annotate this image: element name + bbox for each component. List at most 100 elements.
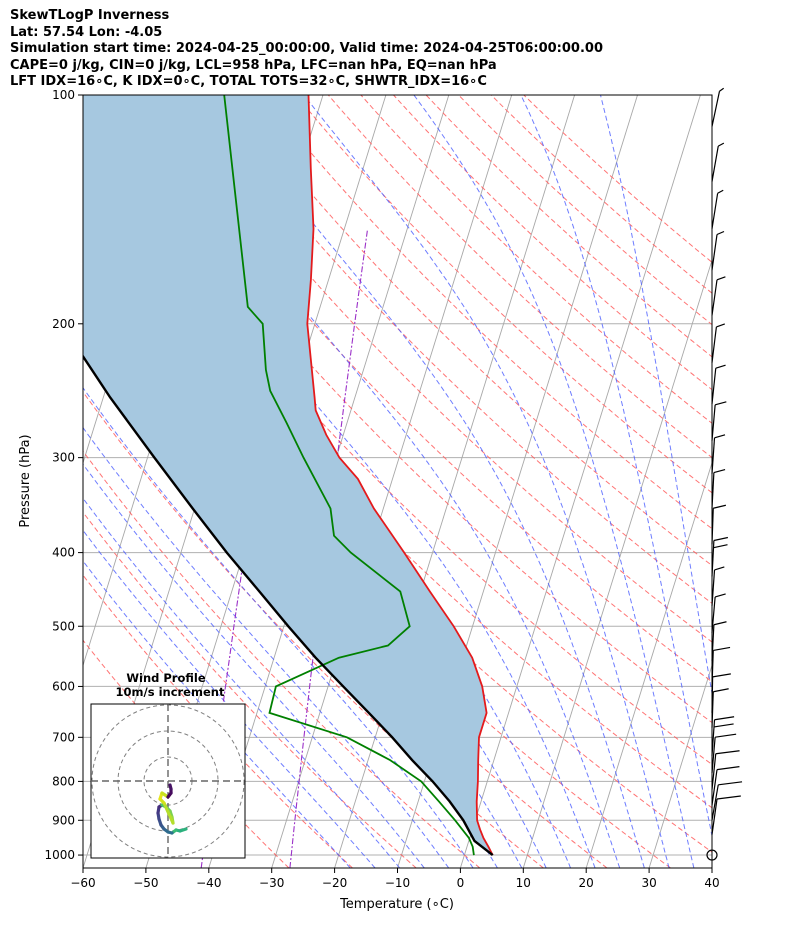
wind-barb-staff <box>711 719 716 756</box>
hodograph-trace-segment <box>168 783 173 791</box>
dry-adiabat <box>295 95 712 494</box>
wind-barb-flag <box>714 401 727 406</box>
moist-adiabat <box>83 497 401 868</box>
wind-barb-staff <box>711 472 715 509</box>
x-tick-label: 40 <box>704 876 719 890</box>
wind-barb-flag <box>716 230 725 236</box>
isotherm-line <box>522 258 712 868</box>
hodograph-inset: Wind Profile 10m/s increment <box>90 671 246 859</box>
x-tick-label: −50 <box>133 876 158 890</box>
wind-barb-flag <box>716 276 726 281</box>
moist-adiabat <box>140 95 621 868</box>
x-tick-label: −40 <box>196 876 221 890</box>
wind-barb-staff <box>711 798 718 835</box>
dry-adiabat <box>360 95 712 424</box>
station-coordinates: Lat: 57.54 Lon: -4.05 <box>10 24 163 40</box>
wind-barb-flag <box>716 795 741 800</box>
wind-barb-flag <box>713 468 726 474</box>
wind-barb-flag <box>713 536 729 542</box>
wind-barb-flag <box>714 566 725 571</box>
wind-barb-flag <box>718 781 743 786</box>
wind-barb-flag <box>719 87 725 92</box>
y-tick-label: 1000 <box>44 848 75 862</box>
isotherm-line <box>459 95 701 868</box>
wind-barb-flag <box>713 504 726 509</box>
temperature-line <box>306 95 494 856</box>
y-tick-label: 400 <box>52 546 75 560</box>
isotherm-line <box>0 95 9 868</box>
y-tick-label: 300 <box>52 451 75 465</box>
wind-barb-flag <box>717 189 724 194</box>
dry-adiabat <box>425 95 712 358</box>
wind-barb-staff <box>711 193 719 229</box>
x-tick-label: −30 <box>259 876 284 890</box>
wind-barb-flag <box>714 593 726 598</box>
wind-barb-flag <box>714 716 735 721</box>
wind-barb-flag <box>714 434 726 439</box>
moist-adiabat <box>212 95 645 868</box>
wind-barb-flag <box>715 750 740 755</box>
wind-barb-flag <box>717 142 725 147</box>
y-tick-label: 100 <box>52 88 75 102</box>
moist-adiabat <box>600 95 712 697</box>
hodograph-subtitle: 10m/s increment <box>116 685 225 699</box>
wind-barb-staff <box>711 404 716 441</box>
wind-barb-staff <box>711 234 718 271</box>
dry-adiabat <box>523 95 712 263</box>
wind-barb-staff <box>711 753 717 790</box>
station-title: SkewTLogP Inverness <box>10 8 170 23</box>
wind-barb-flag <box>716 323 725 328</box>
wind-barb-staff <box>711 508 714 545</box>
x-tick-label: 30 <box>641 876 656 890</box>
dry-adiabat <box>230 95 712 567</box>
calm-wind-circle <box>706 849 718 861</box>
y-tick-label: 700 <box>52 730 75 744</box>
wind-barb-staff <box>711 146 719 182</box>
wind-barb-flag <box>715 733 737 738</box>
wind-barb-staff <box>711 650 714 687</box>
moist-adiabat <box>413 95 695 868</box>
isotherm-line <box>0 95 71 868</box>
y-tick-label: 600 <box>52 679 75 693</box>
chart-header: SkewTLogP Inverness Lat: 57.54 Lon: -4.0… <box>10 8 603 91</box>
wind-barb-staff <box>711 784 719 821</box>
isotherm-line <box>271 95 513 868</box>
y-tick-label: 200 <box>52 317 75 331</box>
y-tick-label: 800 <box>52 774 75 788</box>
dewpoint-line <box>223 95 475 856</box>
simulation-times: Simulation start time: 2024-04-25_00:00:… <box>10 41 603 56</box>
hodograph-trace-segment <box>162 801 175 825</box>
wind-barb-staff <box>711 368 717 405</box>
dry-adiabat <box>327 95 712 459</box>
stability-indices-line-2: LFT IDX=16∘C, K IDX=0∘C, TOTAL TOTS=32∘C… <box>10 74 487 89</box>
y-tick-label: 500 <box>52 619 75 633</box>
wind-barb-flag <box>713 621 727 626</box>
isotherm-line <box>711 866 712 868</box>
wind-barb-staff <box>711 624 715 661</box>
y-tick-label: 900 <box>52 813 75 827</box>
wind-barb-flag <box>713 723 734 728</box>
moist-adiabat <box>83 529 376 868</box>
dry-adiabat <box>458 95 712 326</box>
dry-adiabat <box>262 95 712 530</box>
wind-barb-staff <box>711 596 716 633</box>
x-tick-label: 20 <box>579 876 594 890</box>
moist-adiabat <box>83 95 596 868</box>
cin-shaded-area <box>83 95 493 856</box>
wind-barb-staff <box>711 569 716 606</box>
x-tick-label: −10 <box>385 876 410 890</box>
wind-barb-flag <box>712 673 731 678</box>
moist-adiabat <box>83 426 450 868</box>
isotherm-line <box>334 95 576 868</box>
hodograph-title: Wind Profile <box>126 671 206 685</box>
x-axis-label: Temperature (∘C) <box>339 897 454 912</box>
parcel-path-line <box>83 354 494 857</box>
wind-barb-staff <box>711 737 716 774</box>
wind-barb-flag <box>715 364 726 369</box>
dry-adiabat <box>83 450 481 868</box>
dry-adiabat <box>83 511 417 868</box>
wind-barb-staff <box>711 326 717 363</box>
moist-adiabat <box>83 560 351 868</box>
wind-barb-staff <box>711 769 718 806</box>
